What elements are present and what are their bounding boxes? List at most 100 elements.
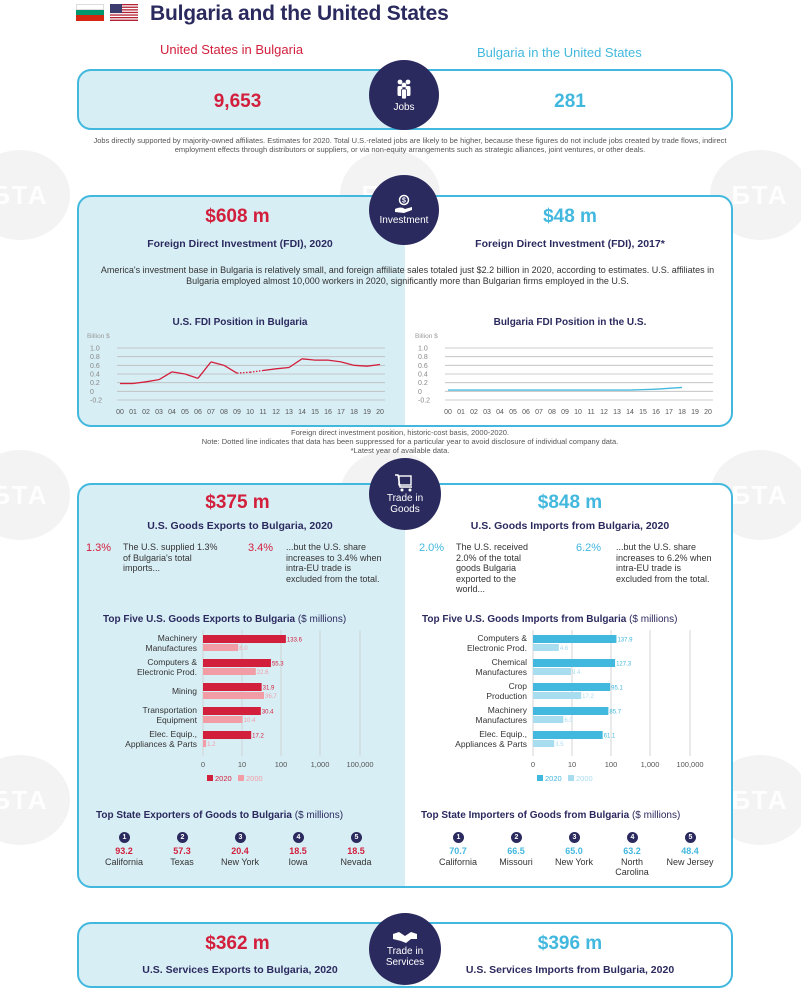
x-tick-label: 05	[181, 409, 189, 416]
category-label: Machinery	[158, 633, 198, 643]
fact-pct: 1.3%	[86, 542, 112, 554]
rank-badge: 2	[511, 832, 522, 843]
services-circle: Trade in Services	[369, 913, 441, 985]
bar-value-label: 137.9	[617, 638, 633, 644]
x-tick-label: 1,000	[311, 760, 330, 769]
state-value: 93.2	[115, 846, 133, 856]
goods-exports-value: $375 m	[205, 492, 270, 513]
legend-swatch-2000	[568, 775, 574, 781]
imports-chart-units: ($ millions)	[629, 614, 678, 625]
category-label: Computers &	[147, 657, 197, 667]
category-label: Crop	[509, 681, 528, 691]
x-tick-label: 10	[574, 409, 582, 416]
y-axis-label: Billion $	[87, 333, 110, 340]
legend-label: 2000	[576, 774, 593, 783]
goods-imports-label: U.S. Goods Imports from Bulgaria, 2020	[470, 520, 670, 532]
state-exporters-title: Top State Exporters of Goods to Bulgaria…	[96, 810, 396, 821]
x-tick-label: 00	[444, 409, 452, 416]
bar-2020	[533, 659, 616, 667]
y-tick-label: 0.8	[418, 354, 428, 361]
bar-2000	[533, 740, 555, 747]
x-tick-label: 17	[665, 409, 673, 416]
state-value: 66.5	[507, 846, 525, 856]
state-value: 65.0	[565, 846, 583, 856]
fact-text: ...but the U.S. share increases to 6.2% …	[616, 542, 712, 584]
bar-2020	[203, 707, 261, 715]
svg-text:$: $	[402, 198, 406, 205]
state-importers-title-text: Top State Importers of Goods from Bulgar…	[421, 810, 630, 821]
bar-value-label: 17.2	[252, 734, 264, 740]
state-value: 70.7	[449, 846, 467, 856]
series-line-segment	[171, 371, 186, 375]
rank-badge: 5	[685, 832, 696, 843]
series-line-segment	[132, 381, 147, 385]
x-tick-label: 19	[363, 409, 371, 416]
bar-value-label: 8.0	[239, 646, 248, 652]
x-tick-label: 10	[238, 760, 246, 769]
series-line-segment	[288, 358, 303, 369]
state-value: 63.2	[623, 846, 641, 856]
state-name: North Carolina	[615, 857, 649, 877]
bar-2020	[533, 707, 609, 715]
people-icon	[397, 79, 411, 99]
x-tick-label: 18	[350, 409, 358, 416]
rank-badge: 4	[627, 832, 638, 843]
bar-2000	[203, 692, 265, 699]
state-value: 57.3	[173, 846, 191, 856]
x-tick-label: 12	[272, 409, 280, 416]
category-label: Appliances & Parts	[455, 739, 527, 749]
x-tick-label: 16	[652, 409, 660, 416]
series-line-segment	[301, 358, 316, 361]
fdi-right-label: Foreign Direct Investment (FDI), 2017*	[475, 238, 665, 250]
handshake-icon	[393, 932, 417, 943]
series-line-segment	[262, 368, 277, 372]
y-tick-label: 0	[418, 389, 422, 396]
us-flag-icon	[110, 4, 138, 21]
bar-value-label: 17.2	[582, 694, 594, 700]
bar-2020	[203, 659, 271, 667]
y-tick-label: 0.6	[90, 363, 100, 370]
series-line-segment	[197, 361, 212, 379]
bar-2000	[533, 668, 571, 675]
bar-2020	[203, 635, 286, 643]
goods-box	[77, 483, 733, 888]
services-exports-label: U.S. Services Exports to Bulgaria, 2020	[142, 964, 338, 976]
bar-value-label: 55.3	[272, 662, 284, 668]
legend-swatch-2000	[238, 775, 244, 781]
fdi-left-label: Foreign Direct Investment (FDI), 2020	[147, 238, 333, 250]
watermark: БТА	[0, 150, 70, 240]
jobs-left-value: 9,653	[213, 91, 262, 112]
bar-value-label: 3.5	[555, 742, 564, 748]
state-value: 48.4	[681, 846, 699, 856]
x-tick-label: 10	[568, 760, 576, 769]
bar-2020	[203, 683, 262, 691]
goods-imports-value: $848 m	[537, 492, 603, 513]
rank-badge: 5	[351, 832, 362, 843]
bar-value-label: 30.4	[262, 710, 274, 716]
series-line-segment	[655, 387, 670, 390]
fact-pct: 3.4%	[248, 542, 274, 554]
x-tick-label: 09	[561, 409, 569, 416]
category-label: Mining	[172, 686, 197, 696]
rank-badge: 1	[453, 832, 464, 843]
state-name: Iowa	[288, 857, 308, 867]
y-tick-label: 0.4	[90, 372, 100, 379]
bar-value-label: 85.7	[609, 710, 621, 716]
exports-chart-title-text: Top Five U.S. Goods Exports to Bulgaria	[103, 614, 296, 625]
series-line-segment	[145, 378, 160, 383]
x-tick-label: 1,000	[641, 760, 660, 769]
imports-chart-title: Top Five U.S. Goods Imports from Bulgari…	[422, 614, 732, 625]
x-tick-label: 100	[605, 760, 618, 769]
y-tick-label: 1.0	[90, 346, 100, 353]
category-label: Appliances & Parts	[125, 739, 197, 749]
x-tick-label: 02	[470, 409, 478, 416]
rank-badge: 1	[119, 832, 130, 843]
y-tick-label: 0	[90, 389, 94, 396]
investment-paragraph: America's investment base in Bulgaria is…	[100, 265, 715, 286]
bar-2000	[203, 668, 256, 675]
bar-2020	[533, 635, 617, 643]
goods-circle: Trade in Goods	[369, 458, 441, 530]
bar-value-label: 95.1	[611, 686, 623, 692]
x-tick-label: 01	[457, 409, 465, 416]
